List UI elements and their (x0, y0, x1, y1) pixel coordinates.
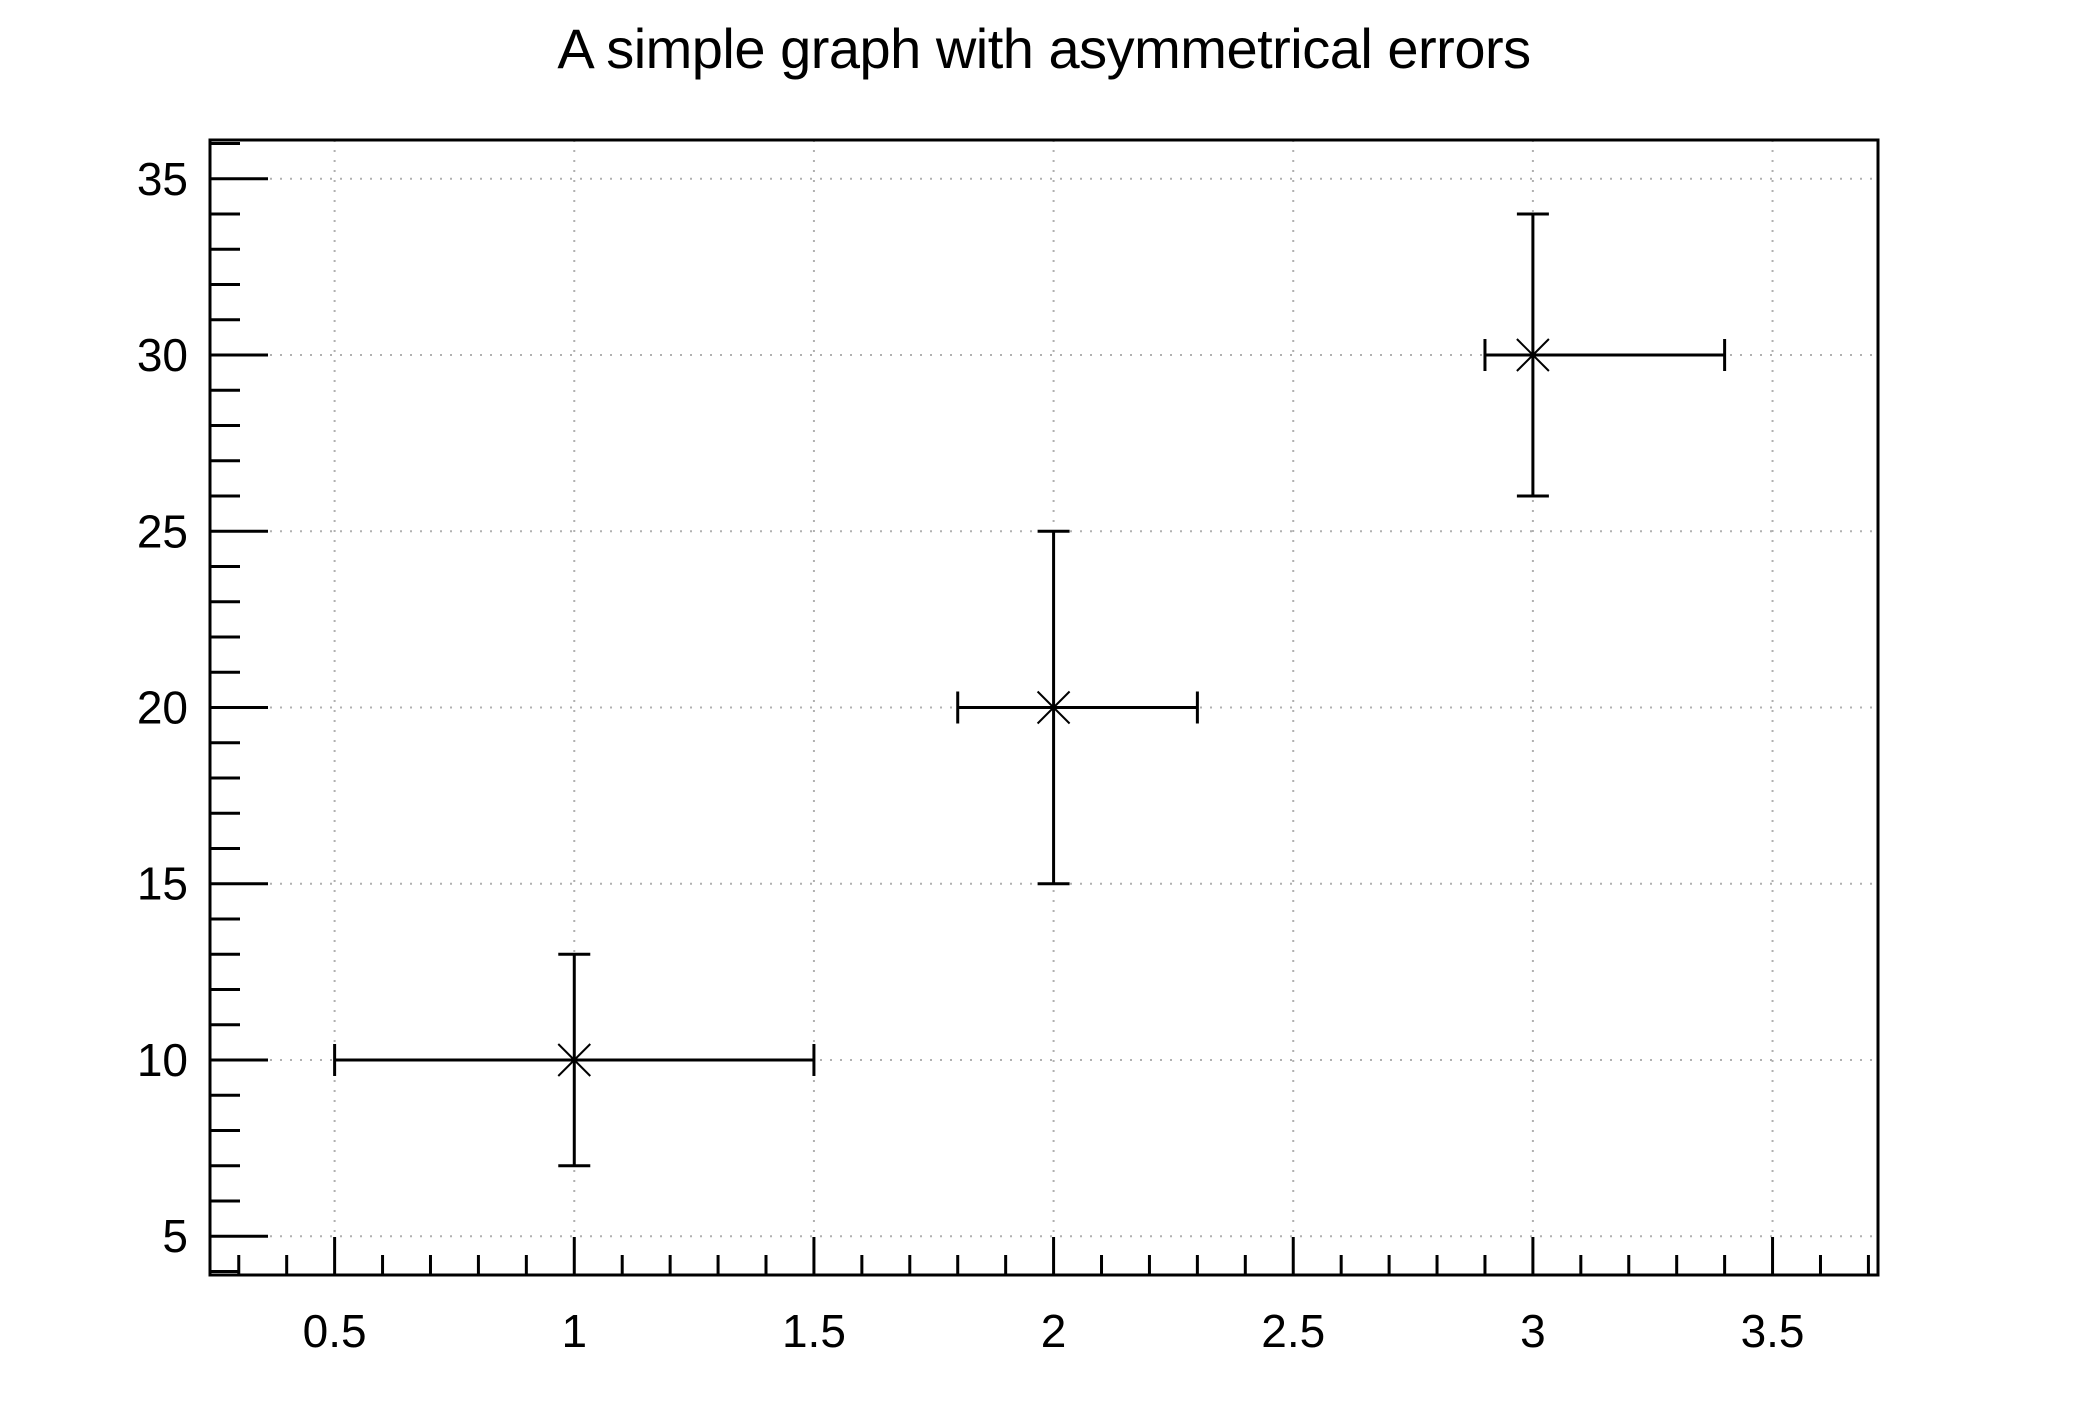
data-series (333, 212, 1727, 1168)
x-axis-tick-labels: 0.5 1 1.5 2 2.5 3 3.5 (303, 1305, 1805, 1357)
y-axis-tick-label: 35 (137, 153, 188, 205)
y-axis-tick-label: 15 (137, 858, 188, 910)
x-axis-tick-label: 3 (1520, 1305, 1546, 1357)
data-marker-cross-icon (557, 1043, 591, 1077)
data-marker-cross-icon (1516, 338, 1550, 372)
y-axis-tick-label: 25 (137, 505, 188, 557)
x-axis-tick-label: 2.5 (1261, 1305, 1325, 1357)
y-axis-tick-label: 30 (137, 329, 188, 381)
page-title: A simple graph with asymmetrical errors (557, 17, 1531, 80)
x-axis-tick-label: 1.5 (782, 1305, 846, 1357)
data-point-with-error-bars (333, 952, 816, 1168)
y-axis-tick-label: 5 (162, 1210, 188, 1262)
y-axis-tick-label: 20 (137, 682, 188, 734)
data-point-with-error-bars (1483, 212, 1727, 498)
y-axis-tick-labels: 5 10 15 20 25 30 35 (137, 153, 188, 1262)
x-axis-tick-label: 3.5 (1741, 1305, 1805, 1357)
x-axis-tick-label: 2 (1041, 1305, 1067, 1357)
x-axis-tick-label: 1 (561, 1305, 587, 1357)
data-point-with-error-bars (956, 529, 1199, 886)
axis-ticks (210, 142, 1870, 1275)
x-axis-tick-label: 0.5 (303, 1305, 367, 1357)
data-marker-cross-icon (1036, 690, 1071, 725)
y-axis-tick-label: 10 (137, 1034, 188, 1086)
